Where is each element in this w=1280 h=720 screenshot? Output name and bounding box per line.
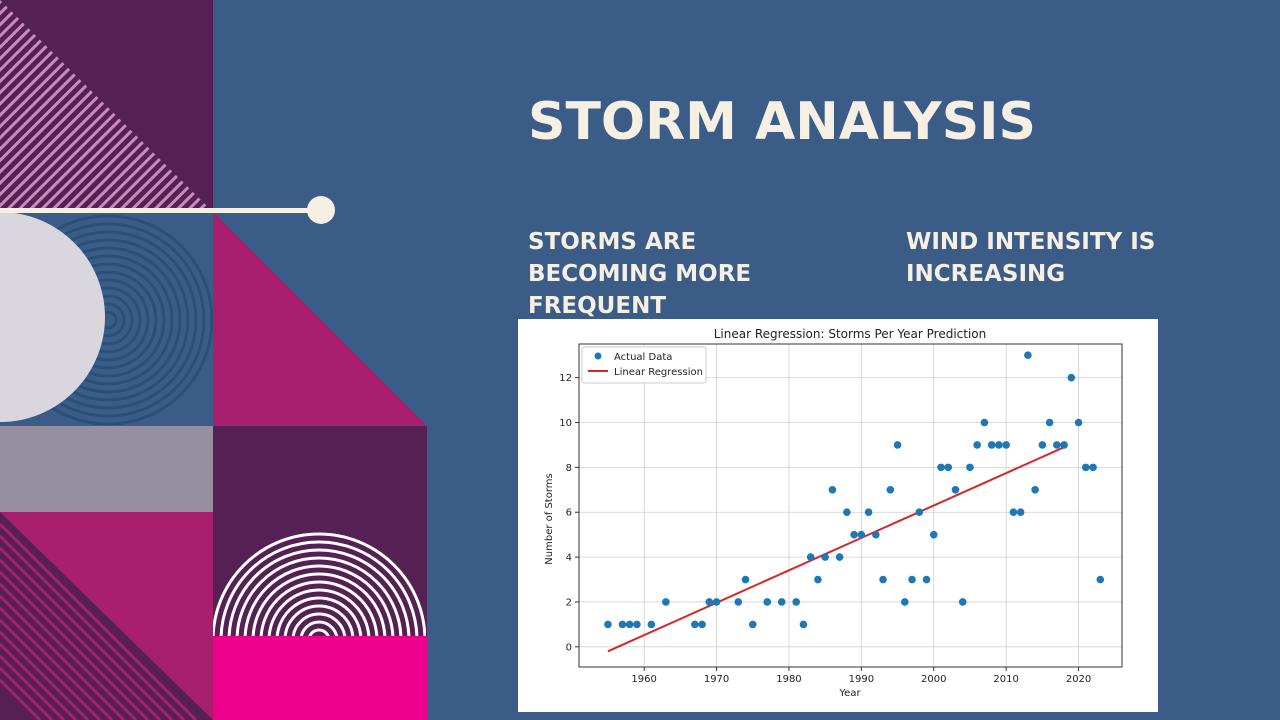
data-point [843,508,851,517]
data-point [995,441,1003,449]
data-point [929,530,938,539]
data-point [647,620,656,629]
data-point [872,530,880,539]
data-point [922,575,931,584]
data-point [850,530,858,539]
data-point [763,598,772,606]
data-point [901,598,909,606]
data-point [1082,463,1090,472]
data-point [799,620,808,629]
legend-label-actual-data: Actual Data [614,352,672,363]
decorative-geometric-panel [0,0,427,720]
x-tick-label: 2010 [993,674,1018,685]
x-tick-label: 1980 [776,674,801,685]
x-axis-label: Year [838,688,861,699]
axis-ticks: 1960 1970 1980 1990 2000 2010 2020 0 2 4 6 8 10 12 [559,373,1091,685]
data-point [814,575,822,584]
data-point [748,620,757,629]
data-point [691,620,699,629]
data-point [662,598,670,606]
data-point [1053,441,1061,449]
data-point [1045,418,1054,427]
concentric-circles-block [0,212,213,426]
storms-regression-chart: Linear Regression: Storms Per Year Predi… [544,327,1123,699]
data-point [604,620,612,629]
y-tick-label: 0 [566,642,572,653]
data-point [973,441,981,449]
top-left-triangle-block [0,0,213,212]
data-point [712,598,721,606]
data-point [828,485,837,494]
gray-band [0,426,213,512]
legend-label-regression: Linear Regression [614,367,703,378]
data-point [951,485,960,494]
data-point [864,508,873,517]
data-point [908,575,916,584]
data-points [604,351,1105,629]
data-point [835,553,844,561]
slider-line-decoration [0,196,335,224]
data-point [1002,441,1010,449]
data-point [625,620,634,629]
x-tick-label: 1970 [704,674,729,685]
data-point [886,485,895,494]
data-point [1067,373,1076,382]
data-point [734,598,743,606]
data-point [1089,463,1097,472]
data-point [980,418,989,427]
plot-frame [578,343,1123,668]
data-point [944,463,953,472]
y-tick-label: 4 [566,553,572,564]
chart-container: Linear Regression: Storms Per Year Predi… [518,319,1158,712]
data-point [806,553,815,561]
grid-lines [579,344,1122,667]
slide-title: STORM ANALYSIS [528,92,1036,152]
data-point [879,575,887,584]
legend-marker-actual-data [594,352,602,360]
legend: Actual Data Linear Regression [581,346,707,384]
rainbow-arcs-block [213,426,427,720]
data-point [777,598,786,606]
y-tick-label: 12 [559,373,572,384]
y-tick-label: 10 [559,418,572,429]
data-point [741,575,750,584]
y-tick-label: 8 [566,463,572,474]
nested-squares-block [0,512,213,720]
data-point [792,598,800,606]
data-point [966,463,974,472]
data-point [618,620,627,629]
y-axis-label: Number of Storms [544,473,555,564]
data-point [958,598,967,606]
data-point [1031,485,1039,494]
y-tick-label: 6 [566,508,572,519]
data-point [915,508,924,517]
regression-line [607,446,1065,653]
data-point [821,553,829,561]
data-point [1060,441,1068,449]
data-point [1009,508,1018,517]
chart-title: Linear Regression: Storms Per Year Predi… [714,327,987,341]
legend-box [581,346,707,384]
data-point [698,620,706,629]
data-point [1024,351,1032,360]
magenta-triangle-block [213,212,427,426]
y-tick-label: 2 [566,597,572,608]
data-point [857,530,866,539]
regression-layer [607,446,1065,653]
data-point [893,441,902,449]
bullet-wind-intensity: WIND INTENSITY IS INCREASING [906,229,1156,287]
data-point [1016,508,1025,517]
x-tick-label: 2020 [1066,674,1091,685]
bullet-storm-frequency: STORMS ARE BECOMING MORE FREQUENT [528,229,752,319]
data-point [1038,441,1047,449]
x-tick-label: 2000 [921,674,946,685]
x-tick-label: 1960 [631,674,656,685]
x-tick-label: 1990 [849,674,874,685]
data-point [937,463,945,472]
data-point [987,441,996,449]
data-point [1074,418,1083,427]
data-point [1096,575,1105,584]
data-point [633,620,641,629]
data-point [705,598,714,606]
